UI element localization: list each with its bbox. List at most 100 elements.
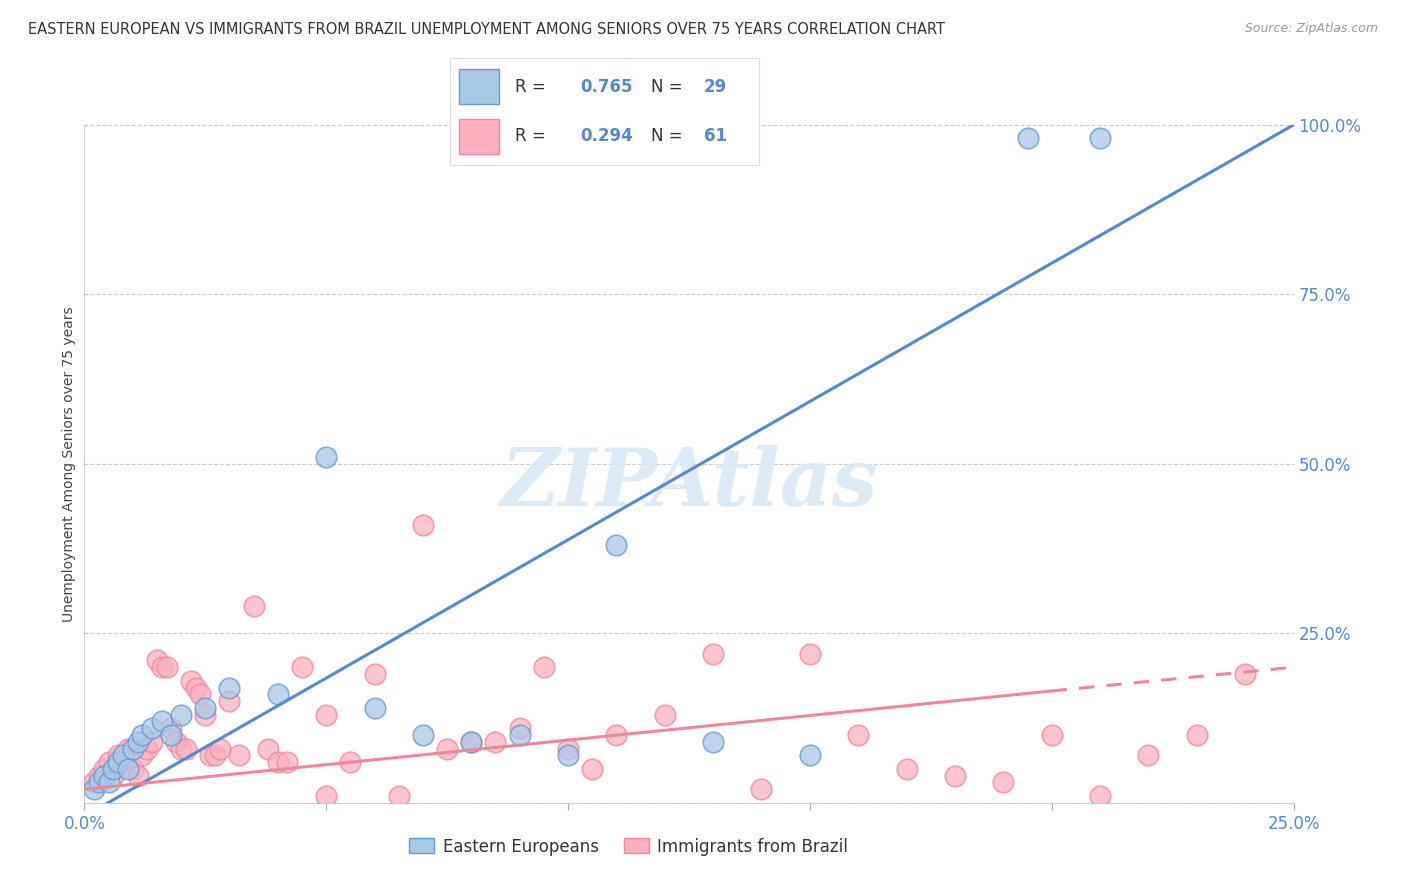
Point — [363, 667, 385, 681]
Point — [174, 741, 197, 756]
Point — [180, 673, 202, 688]
Text: 29: 29 — [703, 78, 727, 95]
Point — [97, 755, 120, 769]
Point — [218, 694, 240, 708]
Point — [208, 741, 231, 756]
Point — [121, 762, 143, 776]
Point — [160, 721, 183, 735]
Point — [557, 741, 579, 756]
Point — [194, 707, 217, 722]
Point — [136, 741, 159, 756]
Y-axis label: Unemployment Among Seniors over 75 years: Unemployment Among Seniors over 75 years — [62, 306, 76, 622]
Point — [87, 769, 110, 783]
Point — [93, 769, 115, 783]
Text: 0.294: 0.294 — [579, 128, 633, 145]
Point — [412, 517, 434, 532]
Point — [799, 748, 821, 763]
Point — [460, 735, 482, 749]
Point — [943, 769, 966, 783]
Point — [194, 701, 217, 715]
Point — [388, 789, 411, 803]
Point — [131, 748, 153, 763]
Point — [315, 789, 337, 803]
Point — [141, 721, 163, 735]
Point — [150, 714, 173, 729]
Point — [218, 681, 240, 695]
Point — [127, 769, 149, 783]
Text: EASTERN EUROPEAN VS IMMIGRANTS FROM BRAZIL UNEMPLOYMENT AMONG SENIORS OVER 75 YE: EASTERN EUROPEAN VS IMMIGRANTS FROM BRAZ… — [28, 22, 945, 37]
FancyBboxPatch shape — [460, 119, 499, 154]
Text: R =: R = — [515, 78, 551, 95]
Point — [117, 741, 139, 756]
Point — [257, 741, 280, 756]
Point — [896, 762, 918, 776]
Point — [141, 735, 163, 749]
Text: 61: 61 — [703, 128, 727, 145]
Text: R =: R = — [515, 128, 551, 145]
Point — [170, 707, 193, 722]
FancyBboxPatch shape — [460, 69, 499, 104]
Point — [315, 450, 337, 464]
Point — [150, 660, 173, 674]
Point — [83, 782, 105, 797]
Point — [93, 762, 115, 776]
Text: N =: N = — [651, 78, 688, 95]
Point — [799, 647, 821, 661]
Point — [1185, 728, 1208, 742]
Point — [315, 707, 337, 722]
Point — [702, 647, 724, 661]
Point — [103, 762, 125, 776]
Point — [460, 735, 482, 749]
Text: ZIPAtlas: ZIPAtlas — [501, 445, 877, 523]
Point — [339, 755, 361, 769]
Point — [198, 748, 221, 763]
Text: 0.765: 0.765 — [579, 78, 633, 95]
Point — [484, 735, 506, 749]
Point — [509, 728, 531, 742]
Point — [117, 762, 139, 776]
Text: Source: ZipAtlas.com: Source: ZipAtlas.com — [1244, 22, 1378, 36]
Point — [190, 687, 212, 701]
Point — [184, 681, 207, 695]
Point — [276, 755, 298, 769]
Point — [170, 741, 193, 756]
Point — [112, 748, 135, 763]
Point — [581, 762, 603, 776]
Point — [1088, 789, 1111, 803]
Point — [146, 653, 169, 667]
Point — [97, 775, 120, 789]
Point — [228, 748, 250, 763]
Point — [155, 660, 177, 674]
Point — [204, 748, 226, 763]
Point — [363, 701, 385, 715]
Point — [509, 721, 531, 735]
Point — [1017, 131, 1039, 145]
Point — [112, 755, 135, 769]
Point — [751, 782, 773, 797]
Point — [291, 660, 314, 674]
Point — [557, 748, 579, 763]
Point — [131, 728, 153, 742]
Point — [83, 775, 105, 789]
Point — [412, 728, 434, 742]
Point — [165, 735, 187, 749]
Point — [654, 707, 676, 722]
Point — [702, 735, 724, 749]
Point — [242, 599, 264, 614]
Point — [127, 735, 149, 749]
Point — [436, 741, 458, 756]
Point — [87, 775, 110, 789]
Point — [605, 538, 627, 552]
Point — [533, 660, 555, 674]
Legend: Eastern Europeans, Immigrants from Brazil: Eastern Europeans, Immigrants from Brazi… — [402, 831, 855, 863]
Point — [121, 741, 143, 756]
Point — [1137, 748, 1160, 763]
Point — [107, 755, 129, 769]
Text: N =: N = — [651, 128, 688, 145]
Point — [107, 748, 129, 763]
Point — [103, 769, 125, 783]
Point — [267, 687, 290, 701]
Point — [993, 775, 1015, 789]
Point — [267, 755, 290, 769]
Point — [1088, 131, 1111, 145]
